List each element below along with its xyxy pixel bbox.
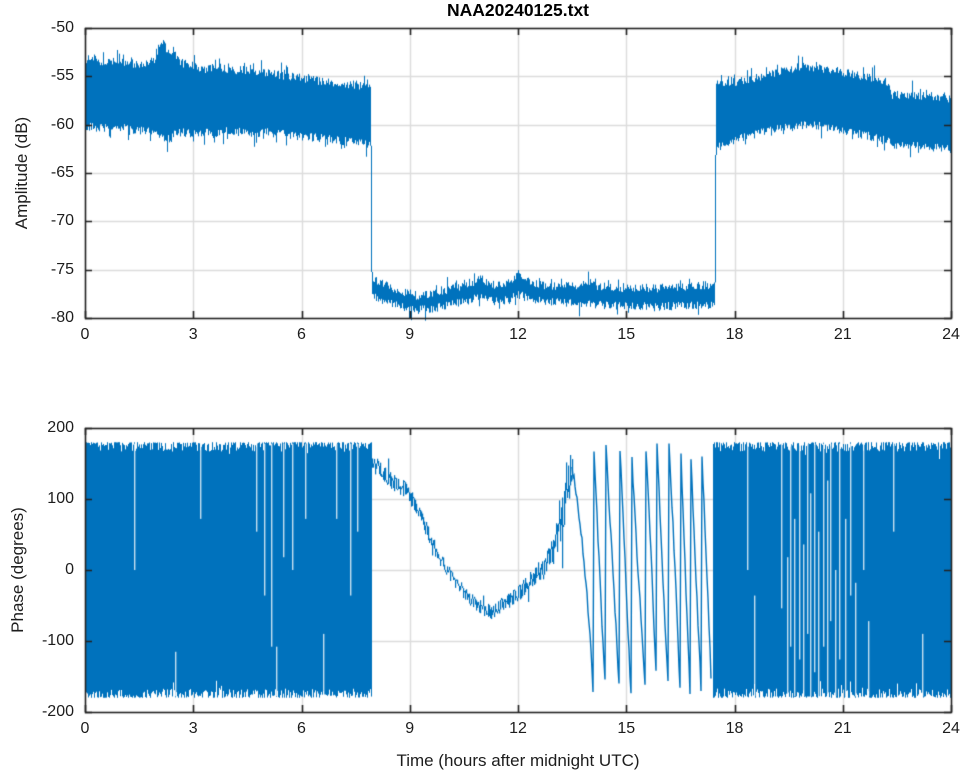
amplitude-y-tick-label: -60 [50,115,74,133]
phase-x-tick-label: 9 [405,720,415,737]
amplitude-x-tick-label: 3 [188,326,198,343]
amplitude-y-tick-label: -75 [50,260,74,278]
amplitude-x-tick-label: 6 [297,326,306,343]
amplitude-x-tick-label: 21 [833,326,852,343]
phase-y-tick-label: -100 [41,632,74,649]
phase-x-tick-label: 0 [80,720,90,737]
time-x-axis-label: Time (hours after midnight UTC) [396,751,640,770]
phase-x-tick-label: 21 [833,720,852,737]
amplitude-x-tick-label: 18 [725,326,744,343]
phase-y-tick-label: 0 [65,561,74,578]
phase-x-tick-label: 12 [509,720,527,737]
amplitude-y-tick-label: -80 [50,309,74,326]
amplitude-x-tick-label: 0 [80,326,90,343]
phase-y-tick-label: 100 [47,490,74,507]
amplitude-x-tick-label: 24 [942,326,960,343]
phase-x-tick-label: 6 [297,720,306,737]
phase-y-tick-label: 200 [47,419,74,436]
amplitude-y-tick-label: -70 [50,212,74,230]
phase-x-tick-label: 3 [188,720,198,737]
amplitude-x-tick-label: 12 [509,326,527,343]
amplitude-x-tick-label: 15 [617,326,636,343]
amplitude-y-tick-label: -55 [50,67,74,85]
amplitude-x-tick-label: 9 [405,326,415,343]
amplitude-y-tick-label: -65 [50,164,74,181]
phase-x-tick-label: 18 [725,720,744,737]
phase-x-tick-label: 24 [942,720,960,737]
chart-title: NAA20240125.txt [446,0,590,20]
amplitude-y-tick-label: -50 [50,19,74,36]
phase-y-tick-label: -200 [41,703,74,720]
phase-x-tick-label: 15 [617,720,636,737]
